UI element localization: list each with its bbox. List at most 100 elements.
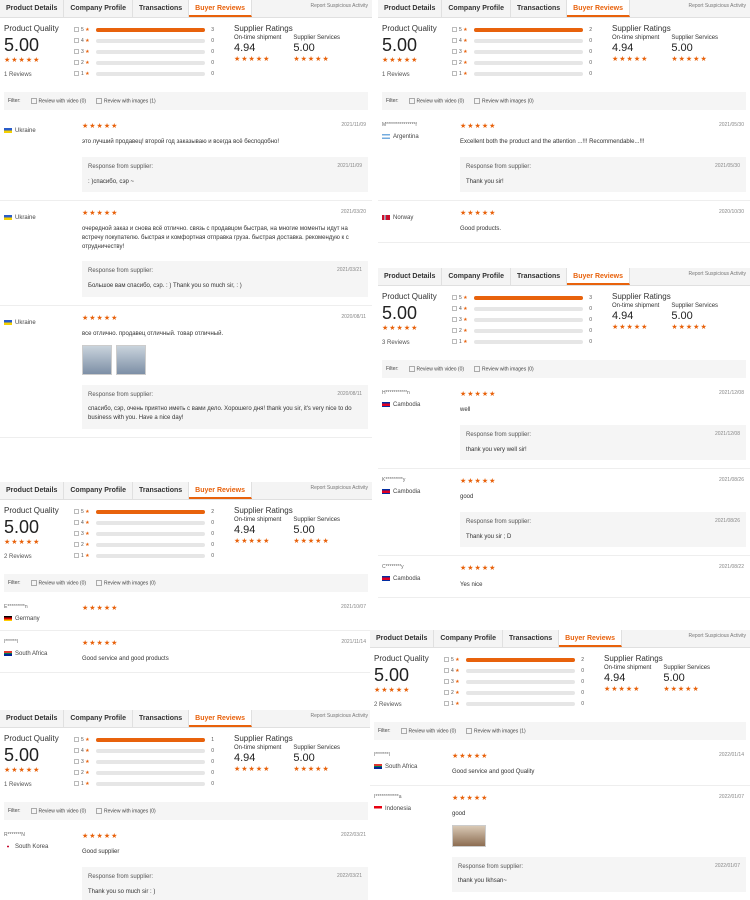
tab-buyer-reviews[interactable]: Buyer Reviews — [559, 630, 622, 647]
report-suspicious-link[interactable]: Report Suspicious Activity — [310, 3, 368, 9]
tab-transactions[interactable]: Transactions — [133, 0, 190, 17]
rating-checkbox[interactable] — [444, 701, 449, 706]
rating-checkbox[interactable] — [74, 38, 79, 43]
rating-checkbox[interactable] — [74, 781, 79, 786]
rating-bar-row[interactable]: 5 ★ 2 — [452, 24, 592, 35]
tab-company-profile[interactable]: Company Profile — [442, 268, 511, 285]
rating-checkbox[interactable] — [452, 295, 457, 300]
rating-bar-row[interactable]: 2 ★ 0 — [444, 687, 584, 698]
rating-checkbox[interactable] — [452, 60, 457, 65]
rating-bar-row[interactable]: 1 ★ 0 — [74, 68, 214, 79]
rating-bar-row[interactable]: 1 ★ 0 — [444, 698, 584, 709]
rating-checkbox[interactable] — [74, 542, 79, 547]
rating-bar-row[interactable]: 2 ★ 0 — [452, 325, 592, 336]
tab-buyer-reviews[interactable]: Buyer Reviews — [189, 710, 252, 727]
rating-checkbox[interactable] — [452, 317, 457, 322]
tab-transactions[interactable]: Transactions — [511, 268, 568, 285]
tab-transactions[interactable]: Transactions — [511, 0, 568, 17]
tab-product-details[interactable]: Product Details — [0, 0, 65, 17]
rating-bar-row[interactable]: 3 ★ 0 — [452, 314, 592, 325]
rating-bar-row[interactable]: 3 ★ 0 — [452, 46, 592, 57]
rating-checkbox[interactable] — [452, 49, 457, 54]
rating-bar-row[interactable]: 2 ★ 0 — [452, 57, 592, 68]
review-image-thumbnail[interactable] — [116, 344, 146, 375]
tab-buyer-reviews[interactable]: Buyer Reviews — [567, 268, 630, 285]
rating-checkbox[interactable] — [452, 27, 457, 32]
rating-checkbox[interactable] — [444, 690, 449, 695]
report-suspicious-link[interactable]: Report Suspicious Activity — [310, 485, 368, 491]
tab-transactions[interactable]: Transactions — [133, 710, 190, 727]
rating-checkbox[interactable] — [74, 49, 79, 54]
tab-company-profile[interactable]: Company Profile — [434, 630, 503, 647]
rating-checkbox[interactable] — [74, 520, 79, 525]
rating-bar-row[interactable]: 1 ★ 0 — [452, 68, 592, 79]
rating-bar-row[interactable]: 4 ★ 0 — [74, 517, 214, 528]
rating-bar-row[interactable]: 1 ★ 0 — [452, 336, 592, 347]
rating-bar-row[interactable]: 5 ★ 1 — [74, 734, 214, 745]
filter-video-option[interactable]: Review with video (0) — [31, 98, 87, 104]
rating-checkbox[interactable] — [74, 60, 79, 65]
tab-company-profile[interactable]: Company Profile — [64, 710, 133, 727]
rating-checkbox[interactable] — [74, 748, 79, 753]
rating-bar-row[interactable]: 5 ★ 2 — [74, 506, 214, 517]
filter-images-option[interactable]: Review with images (1) — [466, 728, 526, 734]
tab-transactions[interactable]: Transactions — [503, 630, 560, 647]
filter-video-option[interactable]: Review with video (0) — [31, 808, 87, 814]
filter-images-option[interactable]: Review with images (0) — [96, 808, 156, 814]
rating-bar-row[interactable]: 2 ★ 0 — [74, 767, 214, 778]
tab-product-details[interactable]: Product Details — [378, 0, 443, 17]
filter-video-option[interactable]: Review with video (0) — [409, 366, 465, 372]
rating-bar-row[interactable]: 1 ★ 0 — [74, 550, 214, 561]
rating-checkbox[interactable] — [444, 657, 449, 662]
filter-images-option[interactable]: Review with images (0) — [474, 366, 534, 372]
tab-product-details[interactable]: Product Details — [378, 268, 443, 285]
tab-buyer-reviews[interactable]: Buyer Reviews — [189, 482, 252, 499]
rating-checkbox[interactable] — [452, 339, 457, 344]
rating-checkbox[interactable] — [452, 38, 457, 43]
tab-transactions[interactable]: Transactions — [133, 482, 190, 499]
rating-bar-row[interactable]: 3 ★ 0 — [444, 676, 584, 687]
rating-checkbox[interactable] — [74, 509, 79, 514]
rating-bar-row[interactable]: 5 ★ 3 — [452, 292, 592, 303]
rating-bar-row[interactable]: 4 ★ 0 — [74, 745, 214, 756]
rating-checkbox[interactable] — [444, 679, 449, 684]
rating-checkbox[interactable] — [444, 668, 449, 673]
rating-bar-row[interactable]: 2 ★ 0 — [74, 57, 214, 68]
tab-buyer-reviews[interactable]: Buyer Reviews — [567, 0, 630, 17]
report-suspicious-link[interactable]: Report Suspicious Activity — [310, 713, 368, 719]
tab-buyer-reviews[interactable]: Buyer Reviews — [189, 0, 252, 17]
report-suspicious-link[interactable]: Report Suspicious Activity — [688, 633, 746, 639]
filter-images-option[interactable]: Review with images (1) — [96, 98, 156, 104]
rating-checkbox[interactable] — [74, 553, 79, 558]
rating-bar-row[interactable]: 3 ★ 0 — [74, 46, 214, 57]
rating-bar-row[interactable]: 5 ★ 3 — [74, 24, 214, 35]
filter-images-option[interactable]: Review with images (0) — [96, 580, 156, 586]
rating-bar-row[interactable]: 3 ★ 0 — [74, 756, 214, 767]
filter-images-option[interactable]: Review with images (0) — [474, 98, 534, 104]
tab-product-details[interactable]: Product Details — [370, 630, 435, 647]
report-suspicious-link[interactable]: Report Suspicious Activity — [688, 3, 746, 9]
rating-bar-row[interactable]: 2 ★ 0 — [74, 539, 214, 550]
rating-bar-row[interactable]: 5 ★ 2 — [444, 654, 584, 665]
tab-company-profile[interactable]: Company Profile — [64, 0, 133, 17]
report-suspicious-link[interactable]: Report Suspicious Activity — [688, 271, 746, 277]
filter-video-option[interactable]: Review with video (0) — [31, 580, 87, 586]
rating-bar-row[interactable]: 4 ★ 0 — [452, 303, 592, 314]
filter-video-option[interactable]: Review with video (0) — [401, 728, 457, 734]
rating-checkbox[interactable] — [452, 71, 457, 76]
rating-checkbox[interactable] — [74, 759, 79, 764]
tab-product-details[interactable]: Product Details — [0, 482, 65, 499]
review-image-thumbnail[interactable] — [452, 824, 486, 847]
rating-bar-row[interactable]: 3 ★ 0 — [74, 528, 214, 539]
filter-video-option[interactable]: Review with video (0) — [409, 98, 465, 104]
rating-checkbox[interactable] — [74, 770, 79, 775]
rating-bar-row[interactable]: 4 ★ 0 — [74, 35, 214, 46]
tab-company-profile[interactable]: Company Profile — [442, 0, 511, 17]
rating-bar-row[interactable]: 1 ★ 0 — [74, 778, 214, 789]
rating-checkbox[interactable] — [74, 27, 79, 32]
review-image-thumbnail[interactable] — [82, 344, 112, 375]
rating-checkbox[interactable] — [74, 737, 79, 742]
rating-checkbox[interactable] — [74, 531, 79, 536]
tab-company-profile[interactable]: Company Profile — [64, 482, 133, 499]
rating-bar-row[interactable]: 4 ★ 0 — [444, 665, 584, 676]
